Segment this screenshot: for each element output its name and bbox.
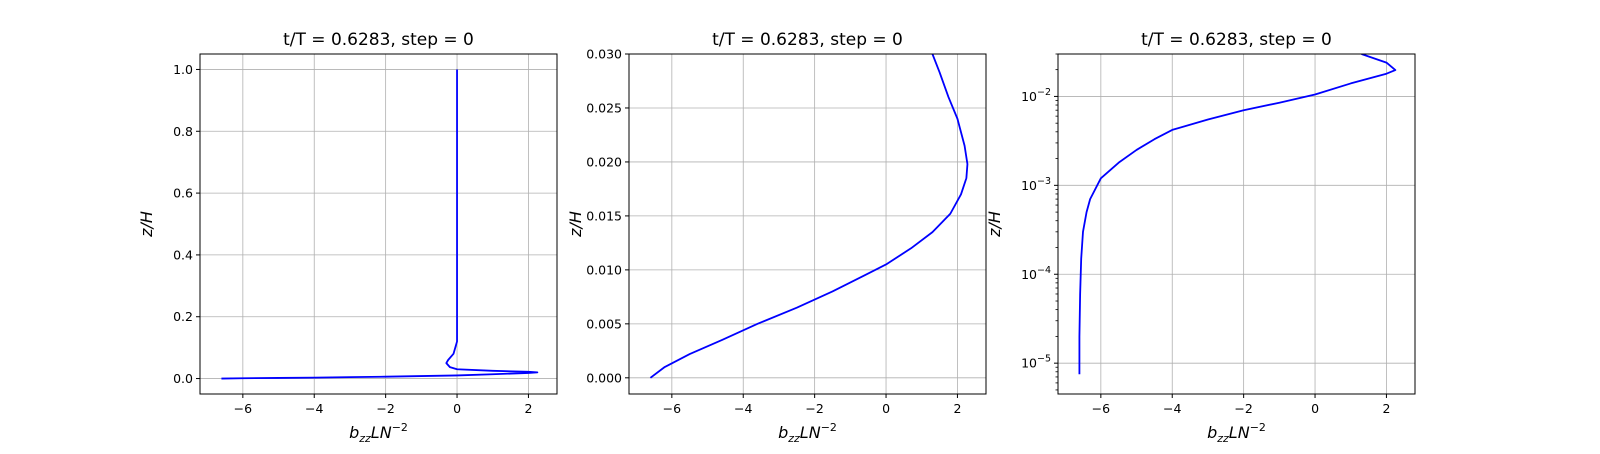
x-axis-label: bzzLN−2	[778, 421, 837, 445]
y-tick-label: 0.6	[173, 186, 193, 201]
x-tick-label: 2	[953, 401, 961, 416]
x-tick-label: −2	[1234, 401, 1252, 416]
x-tick-label: −4	[734, 401, 752, 416]
x-tick-label: 0	[1311, 401, 1319, 416]
series-line	[221, 69, 539, 380]
x-tick-label: −2	[376, 401, 394, 416]
chart-title: t/T = 0.6283, step = 0	[712, 30, 903, 50]
chart-title: t/T = 0.6283, step = 0	[1141, 30, 1332, 50]
y-tick-label: 0.0	[173, 371, 193, 386]
plot-frame	[628, 53, 987, 395]
chart-panel-2: −6 −4 −2 0 2 0.000 0.005 0.010 0.015 0.020 0.025 0.…	[566, 30, 987, 445]
y-tick-label: 0.015	[586, 208, 622, 223]
y-tick-label: 0.4	[173, 247, 193, 262]
y-axis-label: z/H	[566, 211, 585, 238]
y-tick-label: 0.000	[586, 370, 622, 385]
x-tick-label: 2	[1382, 401, 1390, 416]
x-axis-label: bzzLN−2	[349, 421, 408, 445]
x-tick-label: −6	[1092, 401, 1110, 416]
y-tick-label: 10−3	[1021, 176, 1051, 193]
plot-frame	[1057, 53, 1416, 395]
y-tick-label: 10−2	[1021, 87, 1051, 104]
y-tick-label: 10−4	[1021, 265, 1051, 282]
x-tick-label: −2	[805, 401, 823, 416]
x-tick-label: −4	[1163, 401, 1181, 416]
y-tick-label: 0.025	[586, 100, 622, 115]
chart-title: t/T = 0.6283, step = 0	[283, 30, 474, 50]
y-tick-label: 0.005	[586, 316, 622, 331]
y-axis-label: z/H	[137, 211, 156, 238]
y-tick-label: 0.020	[586, 154, 622, 169]
chart-panel-1: −6 −4 −2 0 2 0.0 0.2 0.4 0.6 0.8 1.0 t/T = 0.6283, …	[137, 30, 558, 445]
series-line	[1078, 54, 1397, 375]
plot-frame	[199, 53, 558, 395]
y-tick-label: 0.2	[173, 309, 193, 324]
x-tick-label: −6	[663, 401, 681, 416]
chart-panel-3: −6 −4 −2 0 2 10−5 10−4 10−3 10−2 t/T = 0.6283, st…	[985, 30, 1416, 445]
x-tick-label: 0	[453, 401, 461, 416]
y-tick-label: 0.010	[586, 262, 622, 277]
x-axis-label: bzzLN−2	[1207, 421, 1266, 445]
y-axis-label: z/H	[985, 211, 1004, 238]
x-tick-label: −4	[305, 401, 323, 416]
y-tick-label: 10−5	[1021, 354, 1051, 371]
series-line	[649, 54, 969, 379]
y-tick-label: 0.030	[586, 47, 622, 62]
x-tick-label: 0	[882, 401, 890, 416]
x-tick-label: −6	[234, 401, 252, 416]
y-tick-label: 1.0	[173, 62, 193, 77]
y-tick-label: 0.8	[173, 124, 193, 139]
x-tick-label: 2	[524, 401, 532, 416]
